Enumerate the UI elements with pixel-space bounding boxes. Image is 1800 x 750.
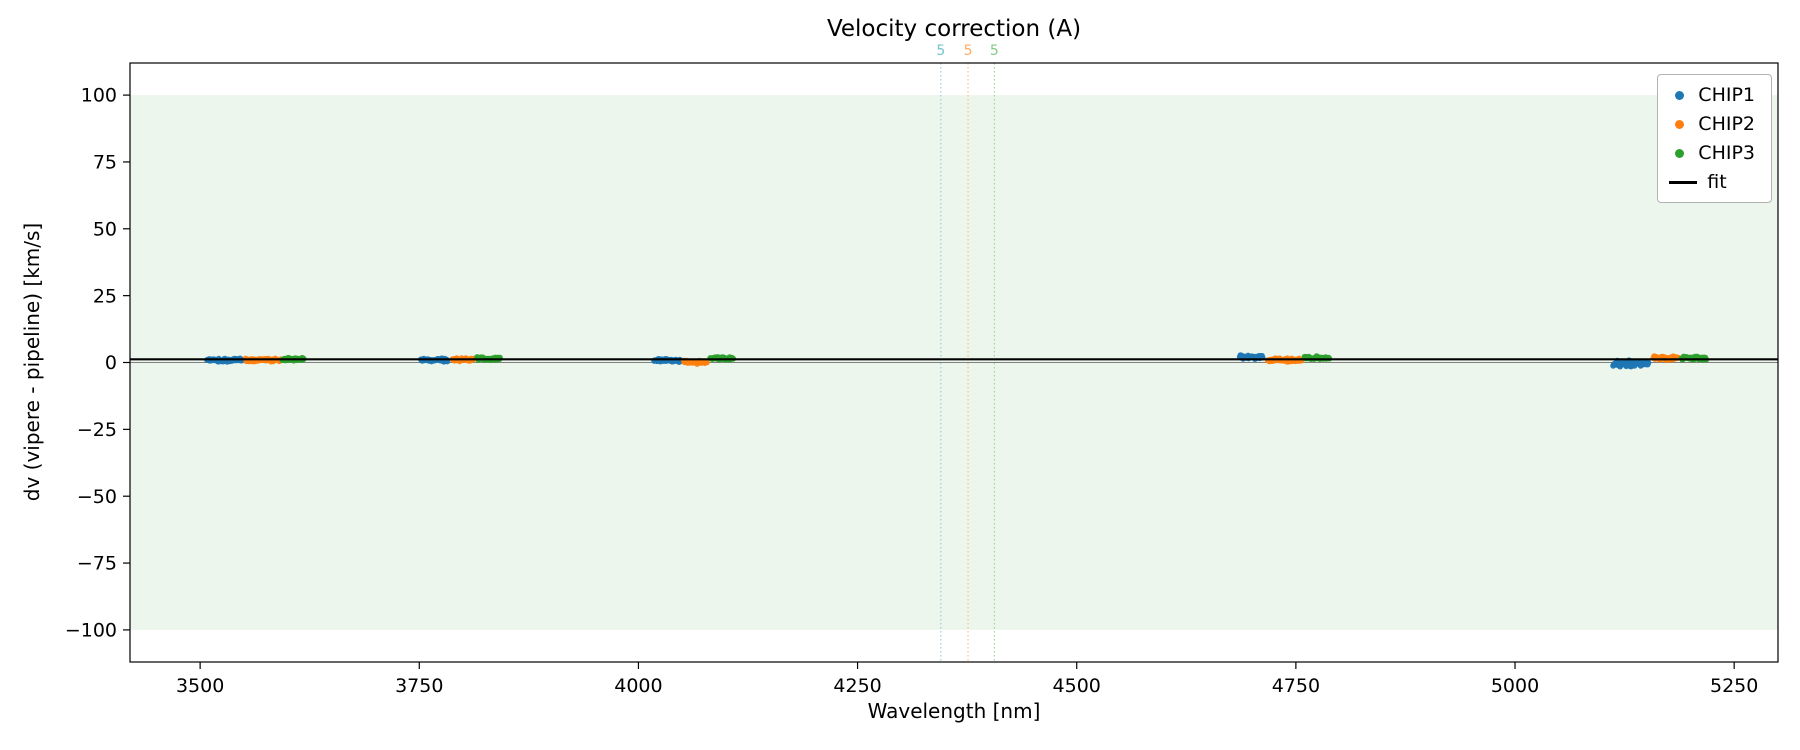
y-tick-label: −50: [77, 486, 117, 508]
y-tick-label: 75: [93, 152, 117, 174]
y-tick-label: 0: [105, 352, 117, 374]
legend-item-CHIP3: CHIP3: [1669, 142, 1755, 164]
y-tick-label: −25: [77, 419, 117, 441]
x-tick-label: 3750: [395, 675, 443, 697]
chart-title: Velocity correction (A): [826, 16, 1082, 42]
legend-line-marker-fit: [1669, 180, 1698, 184]
y-tick-label: 25: [93, 285, 117, 307]
x-tick-label: 4500: [1053, 675, 1101, 697]
legend-label: CHIP1: [1698, 84, 1755, 106]
legend-dot-marker-CHIP1: [1675, 90, 1685, 100]
legend-label: CHIP2: [1698, 113, 1755, 135]
legend-item-fit: fit: [1669, 171, 1755, 193]
y-tick-label: 100: [81, 85, 117, 107]
legend-item-CHIP2: CHIP2: [1669, 113, 1755, 135]
order-marker-label: 5: [990, 43, 999, 59]
x-tick-label: 5250: [1710, 675, 1758, 697]
y-tick-label: 50: [93, 218, 117, 240]
legend-label: CHIP3: [1698, 142, 1755, 164]
y-axis-label: dv (vipere - pipeline) [km/s]: [20, 222, 44, 502]
order-marker-label: 5: [964, 43, 973, 59]
legend-label: fit: [1707, 171, 1727, 193]
y-tick-label: −100: [65, 620, 117, 642]
legend-dot-marker-CHIP3: [1675, 148, 1685, 158]
legend: CHIP1 CHIP2 CHIP3 fit: [1657, 74, 1772, 203]
legend-dot-marker-CHIP2: [1675, 119, 1685, 129]
legend-item-CHIP1: CHIP1: [1669, 84, 1755, 106]
x-tick-label: 4000: [614, 675, 662, 697]
x-tick-label: 3500: [176, 675, 224, 697]
x-axis-label: Wavelength [nm]: [867, 699, 1041, 723]
order-marker-label: 5: [936, 43, 945, 59]
x-tick-label: 4750: [1272, 675, 1320, 697]
x-axis-ticks: 3500 3750 4000 4250 4500 4750 5000 5250: [176, 662, 1758, 697]
y-tick-label: −75: [77, 553, 117, 575]
x-tick-label: 5000: [1491, 675, 1539, 697]
y-axis-ticks: −100 −75 −50 −25 0 25 50 75 100: [65, 85, 130, 642]
order-marker-lines: 5 5 5: [936, 43, 999, 662]
x-tick-label: 4250: [833, 675, 881, 697]
